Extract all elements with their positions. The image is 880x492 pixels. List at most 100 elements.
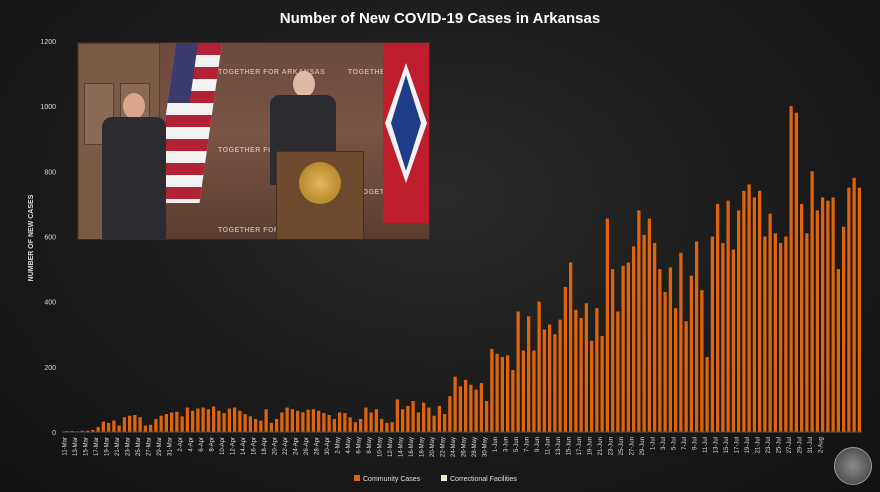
x-tick-label: 15-Jul [724,437,730,453]
x-tick-label: 13-Mar [73,437,79,456]
bar-community [495,353,499,432]
legend-label-correctional: Correctional Facilities [450,476,517,483]
bar-community [611,269,615,432]
bar-community [332,418,336,432]
bar-community [164,414,168,432]
bar-community [233,407,237,432]
x-tick-label: 27-Mar [147,437,153,456]
bar-community [532,350,536,432]
bar-community [516,311,520,432]
bar-community [191,410,195,432]
bar-community [716,203,720,432]
x-tick-label: 25-Mar [136,437,142,456]
bar-community [542,329,546,432]
x-tick-label: 1-Jul [651,437,657,450]
x-tick-label: 23-Mar [126,437,132,456]
x-tick-label: 20-Apr [273,437,279,455]
x-tick-label: 21-Jul [756,437,762,453]
x-tick-label: 15-Jun [567,437,573,455]
x-tick-label: 23-Jun [609,437,615,455]
bar-community [511,370,515,432]
bar-community [185,407,189,432]
bar-community [842,226,846,432]
bar-community [852,177,856,432]
x-tick-label: 29-Mar [157,437,163,456]
bar-community [217,410,221,432]
state-seal-icon [834,447,872,485]
bar-community [206,409,210,432]
bar-community [663,291,667,432]
bar-community [385,422,389,432]
banner-text: TOGETHER FOR ARKANSAS [218,69,326,76]
x-tick-label: 3-Jun [504,437,510,452]
bar-community [479,383,483,433]
bar-community [789,106,793,433]
x-tick-label: 16-Apr [252,437,258,455]
bar-community [847,187,851,433]
bar-community [448,396,452,432]
bar-community [401,409,405,432]
x-tick-label: 19-Jul [745,437,751,453]
bar-community [128,415,132,432]
bar-community [695,241,699,432]
x-tick-label: 27-Jul [787,437,793,453]
bar-community [621,265,625,432]
bar-community [117,425,121,432]
bar-community [416,412,420,432]
x-tick-label: 12-May [388,437,394,457]
bar-community [527,316,531,432]
x-tick-label: 4-May [346,437,352,454]
bar-community [222,413,226,432]
chart-title: Number of New COVID-19 Cases in Arkansas [280,10,600,27]
bar-community [600,335,604,432]
x-tick-label: 14-Apr [241,437,247,455]
x-tick-label: 6-Apr [199,437,205,452]
wood-inset-panel [84,83,114,145]
y-tick-label: 800 [44,169,56,176]
y-axis-label: NUMBER OF NEW CASES [28,194,35,281]
x-tick-label: 6-May [357,437,363,454]
x-tick-label: 10-Apr [220,437,226,455]
bar-community [180,416,184,432]
bar-community [647,218,651,432]
bar-community [763,236,767,432]
bar-community [259,420,263,432]
bar-community [784,236,788,432]
bar-community [632,246,636,432]
bar-community [469,384,473,432]
bar-community [364,407,368,432]
bar-community [170,412,174,432]
bar-community [579,317,583,432]
bar-community [658,269,662,432]
x-tick-label: 9-Jun [535,437,541,452]
bar-community [285,407,289,432]
bar-community [742,190,746,432]
bar-community [521,350,525,432]
bar-community [437,405,441,432]
bar-community [590,340,594,432]
x-tick-label: 7-Jun [525,437,531,452]
bar-community [605,218,609,432]
bar-community [548,324,552,432]
bar-community [264,409,268,432]
x-tick-label: 10-May [378,437,384,457]
x-tick-label: 18-Apr [262,437,268,455]
x-tick-label: 31-Jul [808,437,814,453]
x-tick-label: 19-Mar [105,437,111,456]
bar-community [553,334,557,432]
x-tick-label: 24-Apr [294,437,300,455]
x-tick-label: 28-May [472,437,478,457]
bar-community [86,430,90,432]
legend-swatch-correctional [441,475,447,481]
bar-community [836,269,840,432]
bar-community [747,184,751,432]
bar-community [311,409,315,432]
legend-swatch-community [354,475,360,481]
x-tick-label: 30-May [483,437,489,457]
x-tick-label: 9-Jul [693,437,699,450]
bar-community [301,412,305,432]
bar-community [684,321,688,432]
bar-community [390,422,394,432]
bar-community [101,421,105,432]
